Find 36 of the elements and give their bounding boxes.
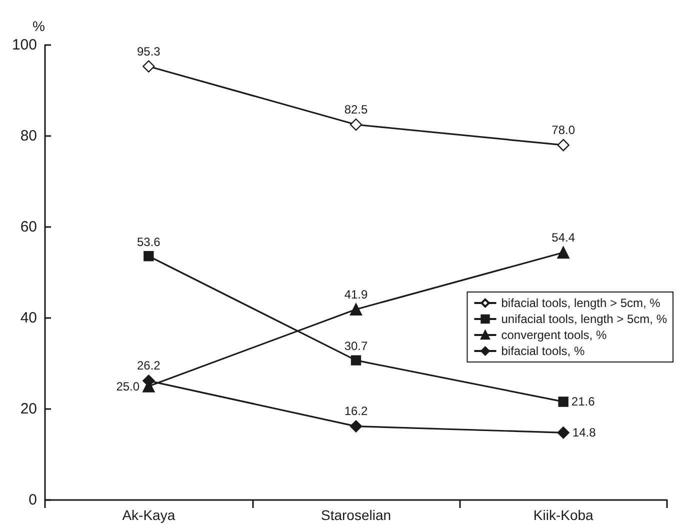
point (350, 420, 362, 432)
data-label: 78.0 (552, 123, 576, 137)
point (558, 396, 568, 407)
point (350, 303, 362, 316)
legend-label: bifacial tools, % (501, 344, 585, 358)
data-label: 26.2 (136, 358, 161, 373)
legend-label: bifacial tools, length > 5cm, % (501, 296, 661, 310)
y-tick-label: 20 (20, 400, 37, 418)
data-label: 30.7 (344, 339, 368, 354)
y-tick-label: 40 (20, 310, 37, 326)
data-label: 21.6 (571, 394, 596, 409)
legend-label: unifacial tools, length > 5cm, % (501, 312, 668, 326)
point (557, 246, 570, 259)
x-tick-label: Kiik-Koba (533, 507, 594, 523)
data-label: 14.8 (572, 426, 596, 440)
point (557, 139, 570, 152)
point (350, 118, 362, 131)
data-label: 41.9 (344, 287, 368, 302)
y-tick-label: 0 (28, 492, 37, 508)
data-label: 54.4 (552, 230, 576, 244)
x-tick-label: Ak-Kaya (122, 507, 176, 523)
y-tick-label: 100 (12, 36, 37, 54)
data-label: 53.6 (136, 235, 161, 250)
legend-label: convergent tools, % (501, 328, 607, 342)
y-tick-label: 60 (20, 218, 37, 236)
point (557, 426, 570, 439)
y-tick-label: 80 (20, 128, 37, 144)
data-label: 82.5 (344, 102, 368, 117)
point (144, 251, 154, 262)
data-label: 95.3 (136, 44, 161, 58)
data-label: 25.0 (116, 379, 140, 394)
point (350, 355, 362, 366)
y-axis-title: % (32, 18, 45, 34)
data-label: 16.2 (344, 404, 368, 418)
x-tick-label: Staroselian (320, 507, 392, 523)
point (142, 60, 155, 72)
